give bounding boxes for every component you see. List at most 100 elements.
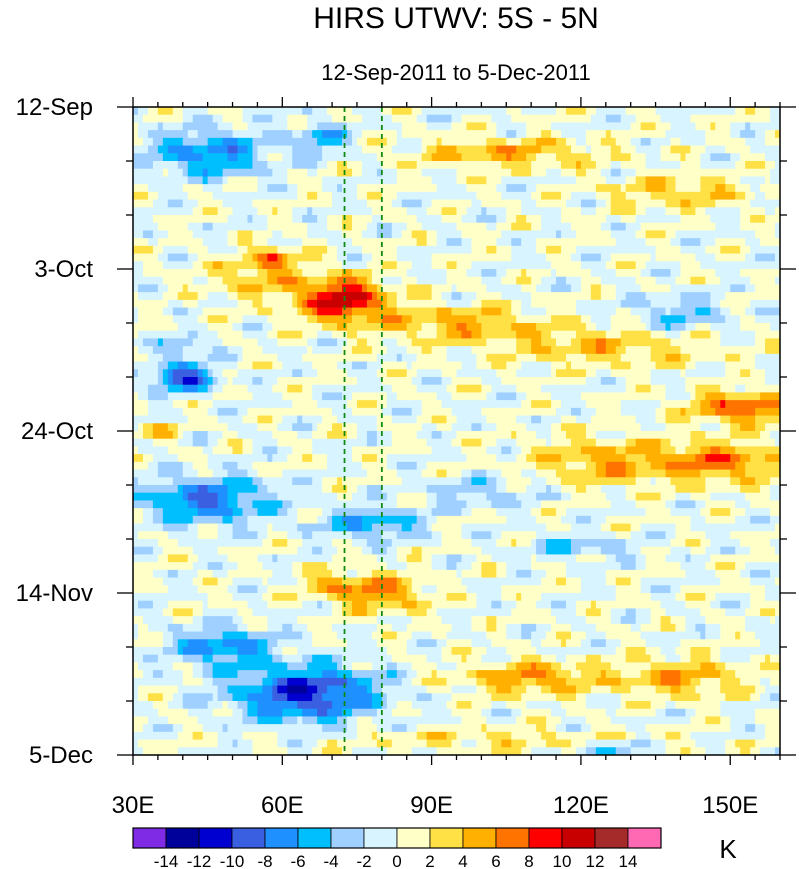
field-cell bbox=[391, 114, 398, 124]
field-cell bbox=[137, 276, 144, 286]
field-cell bbox=[252, 292, 259, 301]
field-cell bbox=[302, 284, 308, 293]
field-cell bbox=[501, 207, 507, 216]
field-cell bbox=[605, 323, 612, 332]
field-cell bbox=[242, 184, 249, 193]
field-cell bbox=[770, 153, 776, 162]
field-cell bbox=[197, 222, 204, 232]
field-cell bbox=[302, 184, 308, 193]
field-cell bbox=[282, 384, 288, 394]
field-cell bbox=[501, 323, 507, 332]
field-cell bbox=[282, 269, 288, 278]
field-cell bbox=[247, 369, 254, 378]
field-cell bbox=[441, 361, 448, 370]
field-cell bbox=[287, 199, 293, 208]
field-cell bbox=[282, 369, 288, 378]
field-cell bbox=[735, 384, 741, 394]
field-cell bbox=[167, 145, 174, 154]
field-cell bbox=[202, 122, 209, 131]
field-cell bbox=[645, 284, 652, 293]
field-cell bbox=[381, 261, 388, 270]
field-cell bbox=[356, 253, 363, 262]
field-cell bbox=[247, 130, 254, 139]
field-cell bbox=[317, 130, 323, 139]
field-cell bbox=[595, 307, 602, 316]
field-cell bbox=[217, 199, 224, 208]
field-cell bbox=[740, 338, 746, 347]
field-cell bbox=[411, 107, 418, 116]
field-cell bbox=[690, 299, 696, 309]
field-cell bbox=[665, 253, 672, 262]
field-cell bbox=[376, 130, 383, 139]
field-cell bbox=[441, 130, 448, 139]
field-cell bbox=[307, 323, 313, 332]
field-cell bbox=[745, 392, 751, 401]
field-cell bbox=[133, 207, 139, 216]
field-cell bbox=[461, 315, 468, 324]
field-cell bbox=[506, 145, 512, 154]
field-cell bbox=[277, 230, 283, 239]
field-cell bbox=[491, 176, 497, 185]
field-cell bbox=[605, 191, 612, 201]
field-cell bbox=[177, 384, 184, 394]
field-cell bbox=[680, 153, 687, 162]
field-cell bbox=[745, 191, 751, 201]
field-cell bbox=[755, 222, 761, 232]
field-cell bbox=[396, 330, 403, 340]
field-cell bbox=[740, 307, 746, 316]
field-cell bbox=[247, 137, 254, 147]
field-cell bbox=[222, 292, 229, 301]
field-cell bbox=[411, 176, 418, 185]
field-cell bbox=[426, 153, 433, 162]
field-cell bbox=[441, 161, 448, 170]
field-cell bbox=[516, 191, 522, 201]
field-cell bbox=[705, 230, 711, 239]
field-cell bbox=[630, 238, 637, 247]
field-cell bbox=[366, 353, 373, 363]
field-cell bbox=[690, 130, 696, 139]
field-cell bbox=[202, 199, 209, 208]
field-cell bbox=[451, 369, 458, 378]
field-cell bbox=[645, 292, 652, 301]
field-cell bbox=[615, 346, 622, 355]
field-cell bbox=[590, 361, 597, 370]
field-cell bbox=[675, 153, 682, 162]
field-cell bbox=[152, 130, 159, 139]
field-cell bbox=[133, 269, 139, 278]
field-cell bbox=[282, 299, 288, 309]
field-cell bbox=[735, 176, 741, 185]
field-cell bbox=[312, 137, 318, 147]
field-cell bbox=[322, 284, 328, 293]
field-cell bbox=[740, 222, 746, 232]
field-cell bbox=[675, 353, 682, 363]
field-cell bbox=[496, 153, 502, 162]
field-cell bbox=[506, 369, 512, 378]
field-cell bbox=[361, 130, 368, 139]
field-cell bbox=[536, 253, 542, 262]
field-cell bbox=[247, 222, 254, 232]
field-cell bbox=[386, 292, 393, 301]
field-cell bbox=[730, 114, 736, 124]
field-cell bbox=[491, 184, 497, 193]
field-cell bbox=[551, 323, 557, 332]
field-cell bbox=[401, 392, 408, 401]
field-cell bbox=[526, 207, 532, 216]
field-cell bbox=[292, 377, 298, 386]
field-cell bbox=[536, 384, 542, 394]
field-cell bbox=[496, 238, 502, 247]
field-cell bbox=[267, 315, 273, 324]
field-cell bbox=[322, 384, 328, 394]
field-cell bbox=[570, 153, 577, 162]
field-cell bbox=[640, 245, 647, 255]
field-cell bbox=[192, 330, 199, 340]
field-cell bbox=[167, 168, 174, 178]
field-cell bbox=[197, 207, 204, 216]
field-cell bbox=[142, 215, 149, 224]
field-cell bbox=[257, 253, 263, 262]
field-cell bbox=[182, 168, 189, 178]
field-cell bbox=[287, 330, 293, 340]
field-cell bbox=[770, 230, 776, 239]
field-cell bbox=[476, 199, 482, 208]
field-cell bbox=[765, 184, 771, 193]
field-cell bbox=[645, 199, 652, 208]
